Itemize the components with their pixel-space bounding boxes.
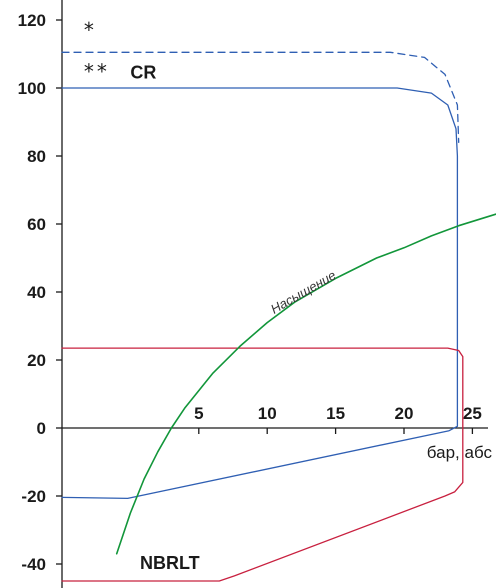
annotation-nbrlt: NBRLT	[140, 553, 200, 573]
x-tick-label: 10	[258, 404, 277, 423]
y-tick-label: 40	[27, 283, 46, 302]
x-tick-label: 15	[326, 404, 345, 423]
y-tick-label: -40	[21, 555, 46, 574]
x-tick-label: 25	[463, 404, 482, 423]
x-axis-ticks: 51015202530	[194, 404, 482, 434]
series-layer	[61, 51, 496, 582]
y-tick-label: 120	[18, 11, 46, 30]
y-tick-label: 60	[27, 215, 46, 234]
y-tick-label: 0	[37, 419, 46, 438]
y-tick-label: 20	[27, 351, 46, 370]
x-tick-label: 5	[194, 404, 203, 423]
y-axis-ticks: 120 100 80 60 40 20 0 -20 -40	[18, 11, 62, 574]
annotation-stars: **	[84, 59, 110, 83]
y-tick-label: 100	[18, 79, 46, 98]
series-line-cr	[61, 87, 459, 500]
series-line-saturation	[115, 213, 496, 555]
series-line-cr_star	[61, 51, 460, 144]
x-tick-label: 20	[395, 404, 414, 423]
annotation-label: Насыщение	[268, 267, 338, 316]
x-axis-label: бар, абс	[427, 443, 493, 462]
y-tick-label: 80	[27, 147, 46, 166]
series-line-nbrlt	[61, 347, 464, 582]
annotation-stars: *	[84, 18, 97, 42]
y-tick-label: -20	[21, 487, 46, 506]
axes	[61, 0, 488, 588]
annotation-cr: CR	[130, 62, 156, 82]
